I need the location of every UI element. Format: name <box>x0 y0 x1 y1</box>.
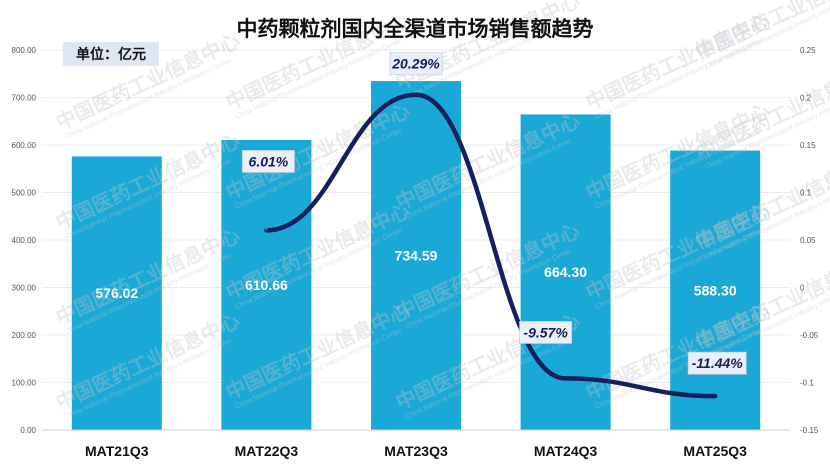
y2-tick-label: -0.05 <box>800 331 819 340</box>
y2-tick-label: -0.15 <box>800 426 819 435</box>
y-tick-label: 800.00 <box>12 46 37 55</box>
growth-callout-box <box>389 52 443 76</box>
y-tick-label: 0.00 <box>20 426 36 435</box>
x-tick-label: MAT21Q3 <box>85 443 149 459</box>
bar <box>71 156 162 430</box>
growth-callouts: 6.01% 20.29% -9.57% -11.44% <box>241 52 747 375</box>
y-tick-label: 200.00 <box>12 331 37 340</box>
bar <box>221 139 312 430</box>
bar-value-label: 576.02 <box>95 285 138 301</box>
bar <box>371 81 461 430</box>
y2-tick-label: 0.25 <box>800 46 816 55</box>
x-tick-label: MAT23Q3 <box>384 443 448 459</box>
y2-tick-label: 0.15 <box>800 141 816 150</box>
growth-label: 20.29% <box>391 56 440 72</box>
bar <box>670 150 761 430</box>
chart-title: 中药颗粒剂国内全渠道市场销售额趋势 <box>237 17 594 41</box>
y2-tick-label: 0.2 <box>800 94 812 103</box>
y2-tick-label: 0 <box>800 284 805 293</box>
callout-leader <box>265 172 270 231</box>
growth-callout-box <box>687 351 747 375</box>
bars: 576.02 610.66 734.59 664.30 588.30 <box>71 81 761 431</box>
y-tick-label: 600.00 <box>12 141 37 150</box>
y-tick-label: 500.00 <box>12 189 37 198</box>
y2-tick-label: -0.1 <box>800 379 814 388</box>
growth-rate-line <box>264 92 718 399</box>
x-tick-label: MAT25Q3 <box>683 443 747 459</box>
growth-label: -11.44% <box>692 355 744 371</box>
bar-value-label: 664.30 <box>544 264 587 280</box>
unit-badge <box>63 42 159 66</box>
unit-label: 单位：亿元 <box>76 46 146 63</box>
growth-line-layer <box>264 92 718 399</box>
y-tick-label: 700.00 <box>12 94 37 103</box>
x-tick-label: MAT22Q3 <box>235 443 299 459</box>
y-tick-label: 400.00 <box>12 236 37 245</box>
y-tick-label: 300.00 <box>12 284 37 293</box>
watermark-text: 中国医药工业信息中心 <box>392 0 583 95</box>
growth-label: -9.57% <box>523 324 568 340</box>
axes: 0.00 100.00 200.00 300.00 400.00 500.00 600.00… <box>12 46 819 459</box>
growth-callout-box <box>519 321 572 344</box>
y-tick-label: 100.00 <box>12 379 37 388</box>
bar-value-label: 610.66 <box>245 277 288 293</box>
bar-value-label: 734.59 <box>395 248 438 264</box>
bar-value-label: 588.30 <box>694 282 737 298</box>
x-tick-label: MAT24Q3 <box>534 443 598 459</box>
y2-tick-label: 0.1 <box>800 189 812 198</box>
growth-callout-box <box>241 150 295 173</box>
growth-label: 6.01% <box>249 153 289 169</box>
y2-tick-label: 0.05 <box>800 236 816 245</box>
